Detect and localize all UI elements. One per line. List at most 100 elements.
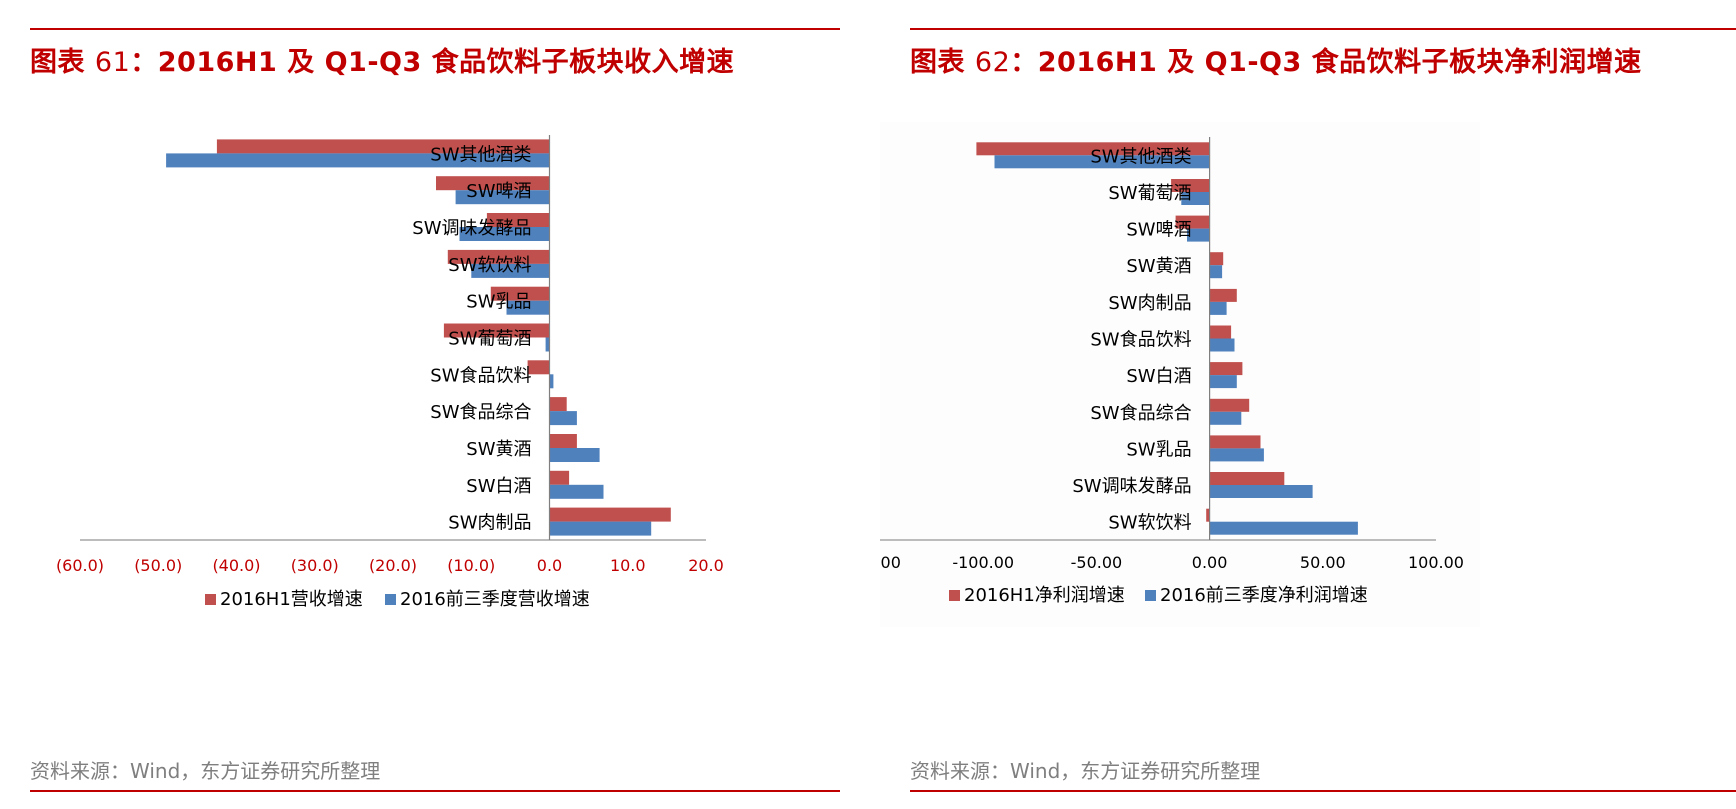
bar-q3-9 xyxy=(549,448,600,462)
bar-q3-2 xyxy=(1181,192,1210,205)
category-label: SW肉制品 xyxy=(448,513,531,534)
title-rest: ：2016H1 及 Q1-Q3 食品饮料子板块净利润增速 xyxy=(1010,47,1642,78)
bar-h1-11 xyxy=(1206,508,1210,522)
bar-h1-5 xyxy=(1209,288,1237,302)
bar-h1-4 xyxy=(1209,252,1224,266)
category-label: SW乳品 xyxy=(466,292,531,313)
bar-q3-9 xyxy=(1209,448,1264,462)
bar-q3-8 xyxy=(1209,411,1242,425)
x-tick-label: (10.0) xyxy=(447,556,495,575)
category-label: SW黄酒 xyxy=(466,439,531,460)
chart-title: 图表 61：2016H1 及 Q1-Q3 食品饮料子板块收入增速 xyxy=(30,40,734,79)
bar-q3-1 xyxy=(994,155,1210,169)
bar-q3-1 xyxy=(166,153,550,168)
revenue-bar-chart: (60.0) (50.0) (40.0) (30.0) (20.0) (10.0) 0.0 1… xyxy=(56,135,724,610)
bar-q3-10 xyxy=(549,484,604,499)
category-label: SW葡萄酒 xyxy=(1108,183,1191,204)
x-tick-label: (40.0) xyxy=(212,556,260,575)
bar-h1-4 xyxy=(447,249,550,264)
bar-q3-7 xyxy=(549,374,554,389)
bar-q3-6 xyxy=(545,337,550,352)
category-label: SW其他酒类 xyxy=(430,144,531,165)
x-tick-label: (60.0) xyxy=(56,556,104,575)
title-number: 61 xyxy=(94,47,131,78)
bar-q3-10 xyxy=(1209,485,1313,498)
x-tick-label: -100.00 xyxy=(952,553,1014,572)
top-rule xyxy=(30,28,840,30)
bar-h1-10 xyxy=(549,470,570,485)
chart-title: 图表 62：2016H1 及 Q1-Q3 食品饮料子板块净利润增速 xyxy=(910,40,1642,79)
category-label: SW软饮料 xyxy=(1108,513,1191,534)
legend-label-1: 2016H1营收增速 xyxy=(220,589,363,610)
bar-q3-8 xyxy=(549,411,577,426)
bottom-rule xyxy=(30,790,840,792)
bar-q3-3 xyxy=(459,227,550,241)
bar-q3-11 xyxy=(549,521,652,536)
category-label: SW葡萄酒 xyxy=(448,329,531,350)
profit-bar-chart: -150.00 -100.00 -50.00 0.00 50.00 100.00 SW其他酒… xyxy=(880,122,1480,627)
bar-h1-3 xyxy=(1175,215,1210,229)
bar-q3-5 xyxy=(506,300,550,315)
legend-swatch-1 xyxy=(949,590,960,601)
x-tick-label: 20.0 xyxy=(688,556,724,575)
bar-q3-6 xyxy=(1209,338,1235,352)
title-prefix: 图表 xyxy=(910,47,975,78)
bar-q3-3 xyxy=(1187,228,1210,242)
bottom-rule xyxy=(910,790,1736,792)
x-tick-label: (30.0) xyxy=(291,556,339,575)
bar-h1-8 xyxy=(549,397,567,412)
bar-h1-3 xyxy=(486,213,550,227)
category-label: SW啤酒 xyxy=(1126,220,1191,241)
category-label: SW软饮料 xyxy=(448,255,531,276)
x-tick-label: -150.00 xyxy=(880,553,901,572)
title-prefix: 图表 xyxy=(30,47,95,78)
x-tick-label: -50.00 xyxy=(1071,553,1123,572)
bar-h1-8 xyxy=(1209,398,1250,412)
bar-q3-4 xyxy=(1209,265,1223,279)
x-tick-label: 100.00 xyxy=(1408,553,1464,572)
category-label: SW白酒 xyxy=(466,476,531,497)
bar-h1-2 xyxy=(1171,179,1210,192)
source-note: 资料来源：Wind，东方证券研究所整理 xyxy=(30,759,381,783)
category-label: SW肉制品 xyxy=(1108,293,1191,314)
title-rest: ：2016H1 及 Q1-Q3 食品饮料子板块收入增速 xyxy=(130,47,735,78)
category-label: SW食品综合 xyxy=(430,402,531,423)
category-label: SW食品饮料 xyxy=(1090,330,1191,351)
legend-label-1: 2016H1净利润增速 xyxy=(964,585,1125,606)
category-label: SW白酒 xyxy=(1126,366,1191,387)
chart-panel-revenue: 图表 61：2016H1 及 Q1-Q3 食品饮料子板块收入增速 (60.0)(… xyxy=(0,0,860,809)
x-tick-label: 50.00 xyxy=(1300,553,1346,572)
bar-q3-2 xyxy=(455,190,550,205)
chart-panel-profit: 图表 62：2016H1 及 Q1-Q3 食品饮料子板块净利润增速 -150.0… xyxy=(880,0,1736,809)
bar-h1-2 xyxy=(436,176,550,191)
category-label: SW其他酒类 xyxy=(1090,146,1191,167)
plot-background xyxy=(880,122,1480,627)
legend-label-2: 2016前三季度净利润增速 xyxy=(1160,585,1368,606)
x-tick-label: 0.00 xyxy=(1192,553,1228,572)
title-number: 62 xyxy=(974,47,1011,78)
bar-h1-9 xyxy=(1209,435,1261,449)
legend-label-2: 2016前三季度营收增速 xyxy=(400,589,590,610)
top-rule xyxy=(910,28,1736,30)
bar-h1-7 xyxy=(527,360,550,375)
bar-h1-11 xyxy=(549,507,671,522)
x-tick-label: (20.0) xyxy=(369,556,417,575)
category-label: SW调味发酵品 xyxy=(412,218,531,239)
bar-h1-9 xyxy=(549,434,577,448)
legend-swatch-2 xyxy=(1145,590,1156,601)
x-tick-label: 10.0 xyxy=(610,556,646,575)
category-label: SW调味发酵品 xyxy=(1072,476,1191,497)
x-tick-label: 0.0 xyxy=(537,556,562,575)
category-label: SW乳品 xyxy=(1126,439,1191,460)
category-label: SW食品饮料 xyxy=(430,365,531,386)
x-tick-label: (50.0) xyxy=(134,556,182,575)
legend-swatch-1 xyxy=(205,594,216,605)
bar-h1-7 xyxy=(1209,362,1243,376)
bar-h1-1 xyxy=(976,142,1210,156)
legend-swatch-2 xyxy=(385,594,396,605)
bar-h1-1 xyxy=(216,139,550,154)
bar-q3-5 xyxy=(1209,301,1227,315)
category-label: SW食品综合 xyxy=(1090,403,1191,424)
source-note: 资料来源：Wind，东方证券研究所整理 xyxy=(910,759,1261,783)
bar-q3-7 xyxy=(1209,375,1237,389)
